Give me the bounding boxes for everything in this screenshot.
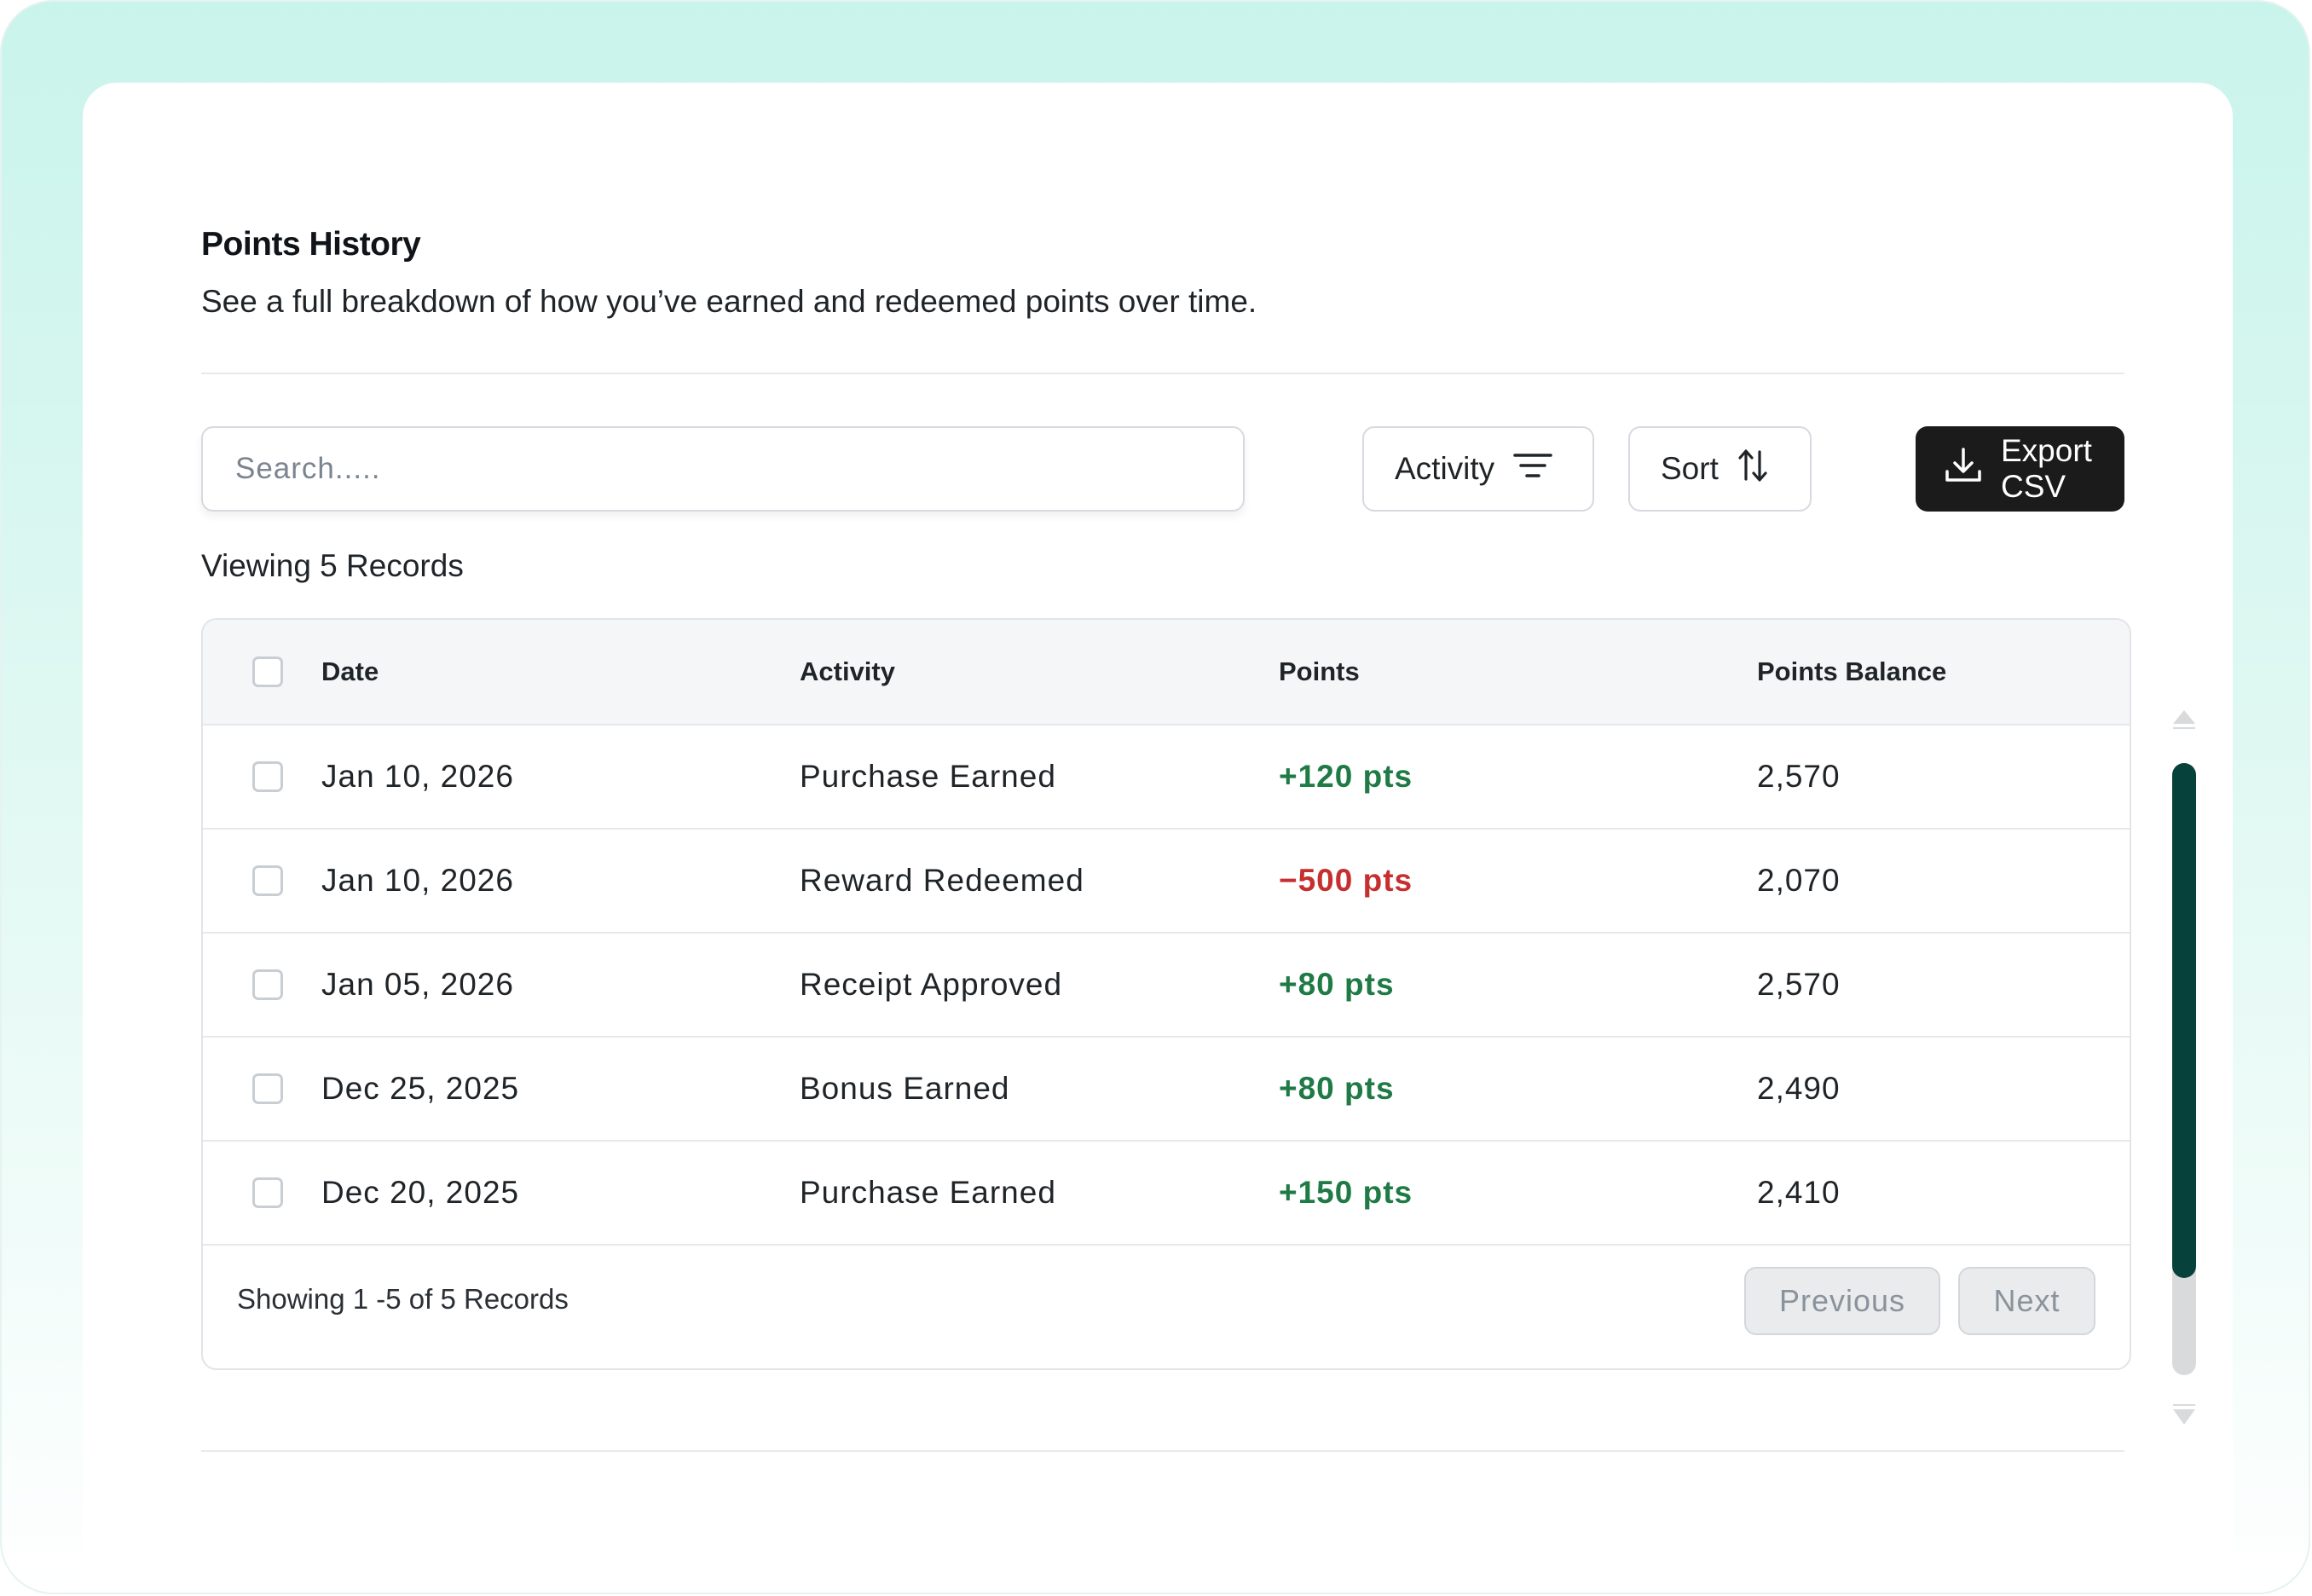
page-title: Points History xyxy=(201,226,421,263)
sort-button[interactable]: Sort xyxy=(1628,426,1812,512)
column-header-points-balance[interactable]: Points Balance xyxy=(1757,656,1947,686)
cell-activity: Purchase Earned xyxy=(800,1175,1056,1210)
sort-arrows-icon xyxy=(1737,447,1768,492)
cell-date: Jan 10, 2026 xyxy=(321,863,514,898)
records-count: Viewing 5 Records xyxy=(201,548,464,583)
column-header-points[interactable]: Points xyxy=(1279,656,1360,686)
points-history-card: Points History See a full breakdown of h… xyxy=(83,83,2233,1593)
search-box[interactable] xyxy=(201,426,1245,512)
header-divider xyxy=(201,373,2124,374)
cell-date: Jan 10, 2026 xyxy=(321,759,514,794)
cell-balance: 2,490 xyxy=(1757,1071,1841,1106)
cell-date: Dec 20, 2025 xyxy=(321,1175,520,1210)
search-input[interactable] xyxy=(203,428,1243,510)
scrollbar-thumb[interactable] xyxy=(2172,763,2196,1278)
cell-balance: 2,570 xyxy=(1757,759,1841,794)
activity-filter-button[interactable]: Activity xyxy=(1362,426,1594,512)
cell-activity: Receipt Approved xyxy=(800,967,1063,1002)
table-scrollbar[interactable] xyxy=(2171,707,2197,1433)
table-row[interactable]: Dec 25, 2025 Bonus Earned +80 pts 2,490 xyxy=(203,1038,2130,1142)
row-checkbox[interactable] xyxy=(252,969,283,1000)
table-footer: Showing 1 -5 of 5 Records Previous Next xyxy=(203,1234,2130,1368)
points-table: Date Activity Points Points Balance Jan … xyxy=(201,618,2131,1370)
table-row[interactable]: Jan 10, 2026 Reward Redeemed −500 pts 2,… xyxy=(203,830,2130,934)
scroll-down-arrow-icon[interactable] xyxy=(2171,1402,2197,1428)
column-header-activity[interactable]: Activity xyxy=(800,656,895,686)
table-header: Date Activity Points Points Balance xyxy=(203,620,2130,726)
table-row[interactable]: Jan 05, 2026 Receipt Approved +80 pts 2,… xyxy=(203,934,2130,1038)
cell-date: Dec 25, 2025 xyxy=(321,1071,520,1106)
cell-activity: Purchase Earned xyxy=(800,759,1056,794)
cell-balance: 2,570 xyxy=(1757,967,1841,1002)
activity-filter-label: Activity xyxy=(1395,451,1495,486)
cell-points: +80 pts xyxy=(1279,1071,1395,1106)
cell-activity: Bonus Earned xyxy=(800,1071,1010,1106)
bottom-divider xyxy=(201,1450,2124,1452)
row-checkbox[interactable] xyxy=(252,1177,283,1208)
filter-lines-icon xyxy=(1513,450,1552,489)
row-checkbox[interactable] xyxy=(252,761,283,792)
previous-button[interactable]: Previous xyxy=(1744,1267,1940,1335)
scroll-up-arrow-icon[interactable] xyxy=(2171,707,2197,732)
cell-balance: 2,410 xyxy=(1757,1175,1841,1210)
table-row[interactable]: Dec 20, 2025 Purchase Earned +150 pts 2,… xyxy=(203,1142,2130,1246)
pagination-summary: Showing 1 -5 of 5 Records xyxy=(237,1283,569,1315)
cell-balance: 2,070 xyxy=(1757,863,1841,898)
page-subtitle: See a full breakdown of how you’ve earne… xyxy=(201,284,1257,319)
sort-label: Sort xyxy=(1661,451,1719,486)
download-icon xyxy=(1943,445,1984,494)
row-checkbox[interactable] xyxy=(252,1073,283,1104)
select-all-checkbox[interactable] xyxy=(252,656,283,687)
column-header-date[interactable]: Date xyxy=(321,656,379,686)
cell-points: −500 pts xyxy=(1279,863,1413,898)
row-checkbox[interactable] xyxy=(252,865,283,896)
export-csv-label: Export CSV xyxy=(2001,433,2092,504)
cell-points: +150 pts xyxy=(1279,1175,1413,1210)
cell-activity: Reward Redeemed xyxy=(800,863,1084,898)
cell-points: +80 pts xyxy=(1279,967,1395,1002)
cell-date: Jan 05, 2026 xyxy=(321,967,514,1002)
table-row[interactable]: Jan 10, 2026 Purchase Earned +120 pts 2,… xyxy=(203,726,2130,830)
export-csv-button[interactable]: Export CSV xyxy=(1916,426,2124,512)
cell-points: +120 pts xyxy=(1279,759,1413,794)
next-button[interactable]: Next xyxy=(1958,1267,2095,1335)
